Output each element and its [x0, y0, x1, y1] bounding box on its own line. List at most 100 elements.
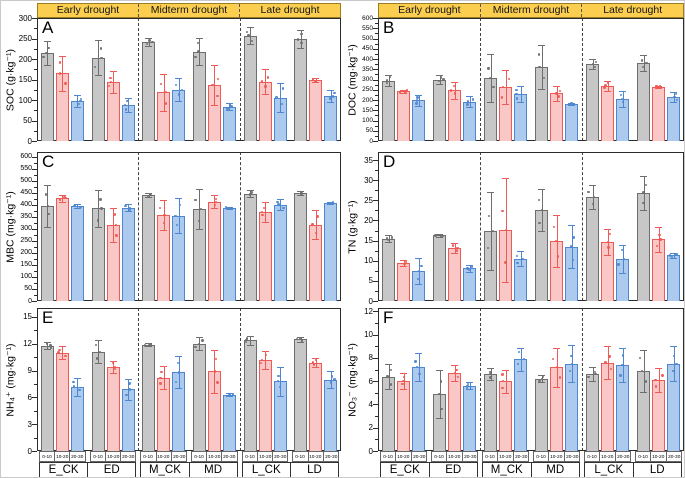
data-point — [99, 47, 103, 50]
data-point — [604, 361, 607, 364]
data-point — [277, 374, 280, 377]
bar — [463, 268, 476, 301]
error-bar — [148, 193, 150, 197]
error-bar — [98, 340, 99, 364]
section-divider-line — [239, 152, 241, 301]
y-tick-label: 25 — [364, 195, 373, 205]
depth-label-text: 10-20 — [309, 453, 322, 460]
y-tick-label: 0 — [368, 446, 373, 456]
error-bar — [418, 353, 420, 382]
error-bar — [62, 55, 64, 91]
data-point — [312, 363, 316, 366]
error-bar — [229, 103, 231, 110]
error-cap — [640, 209, 647, 211]
bar — [55, 352, 69, 451]
error-cap — [466, 107, 473, 109]
y-tick — [34, 222, 37, 224]
depth-label-cell: 10-20 — [157, 452, 172, 461]
error-bar — [265, 69, 266, 94]
data-point — [591, 202, 595, 206]
data-point — [231, 393, 234, 396]
bar — [309, 79, 323, 141]
data-point — [178, 203, 182, 207]
bar — [309, 362, 323, 451]
group-label-cell: E_CK — [40, 463, 89, 477]
data-point — [299, 191, 303, 194]
y-tick — [32, 59, 37, 60]
data-point — [587, 375, 590, 379]
data-point — [668, 254, 672, 257]
data-point — [557, 255, 560, 258]
data-point — [109, 76, 112, 80]
y-tick — [34, 258, 37, 260]
data-point — [619, 93, 623, 97]
error-cap — [124, 400, 132, 402]
error-cap — [517, 86, 524, 88]
error-bar — [607, 346, 609, 379]
depth-label-cell: 10-20 — [498, 452, 514, 461]
data-point — [159, 376, 162, 379]
data-point — [277, 380, 280, 383]
data-point — [594, 373, 597, 376]
y-tick-label: 300 — [20, 225, 32, 233]
data-point — [123, 103, 127, 107]
depth-label-cell: 10-20 — [309, 452, 324, 461]
y-tick — [373, 28, 378, 30]
error-cap — [261, 350, 269, 352]
data-point — [299, 336, 302, 340]
error-cap — [553, 266, 560, 268]
data-point — [404, 90, 407, 93]
error-bar — [541, 45, 543, 90]
depth-label-text: 10-20 — [652, 453, 665, 460]
data-point — [504, 228, 508, 232]
depth-label-strip: 0-10 10-20 20-30 — [140, 451, 187, 462]
data-point — [58, 198, 61, 201]
error-bar — [520, 251, 522, 266]
y-tick-label: 450 — [362, 45, 373, 53]
bar — [463, 385, 476, 451]
error-cap — [261, 221, 269, 223]
data-point — [216, 77, 219, 80]
error-cap — [109, 208, 117, 210]
data-point — [608, 355, 611, 358]
data-point — [672, 354, 676, 358]
error-cap — [58, 194, 66, 196]
error-cap — [210, 350, 218, 351]
y-tick-label: 100 — [362, 117, 373, 124]
data-point — [49, 344, 52, 347]
y-tick — [32, 370, 37, 372]
data-point — [555, 366, 559, 369]
data-point — [276, 200, 279, 204]
data-point — [388, 76, 392, 79]
error-bar — [113, 71, 114, 93]
data-point — [277, 203, 280, 206]
data-point — [414, 360, 417, 363]
data-point — [488, 76, 492, 80]
data-point — [226, 107, 229, 110]
data-point — [642, 201, 645, 205]
depth-label-strip: 0-10 10-20 20-30 — [635, 451, 682, 462]
y-tick — [34, 270, 37, 272]
depth-label-text: 20-30 — [223, 453, 236, 460]
depth-label-strip: 0-10 10-20 20-30 — [39, 451, 86, 462]
error-bar — [214, 195, 216, 209]
y-tick — [373, 130, 378, 132]
data-point — [386, 375, 389, 378]
data-point — [113, 365, 117, 369]
data-point — [96, 219, 100, 222]
data-point — [452, 84, 456, 87]
data-point — [558, 376, 562, 379]
bar — [243, 193, 257, 301]
error-cap — [604, 90, 611, 92]
y-tick — [375, 43, 378, 45]
error-cap — [619, 272, 626, 274]
error-cap — [589, 185, 596, 187]
depth-label-text: 0-10 — [587, 453, 597, 460]
section-divider-line — [480, 308, 481, 451]
error-cap — [246, 344, 254, 346]
error-cap — [94, 189, 102, 191]
data-point — [280, 103, 284, 106]
error-bar — [113, 208, 114, 243]
error-cap — [670, 381, 677, 383]
error-cap — [312, 81, 320, 83]
